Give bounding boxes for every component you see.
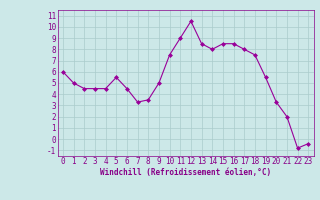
X-axis label: Windchill (Refroidissement éolien,°C): Windchill (Refroidissement éolien,°C) xyxy=(100,168,271,177)
